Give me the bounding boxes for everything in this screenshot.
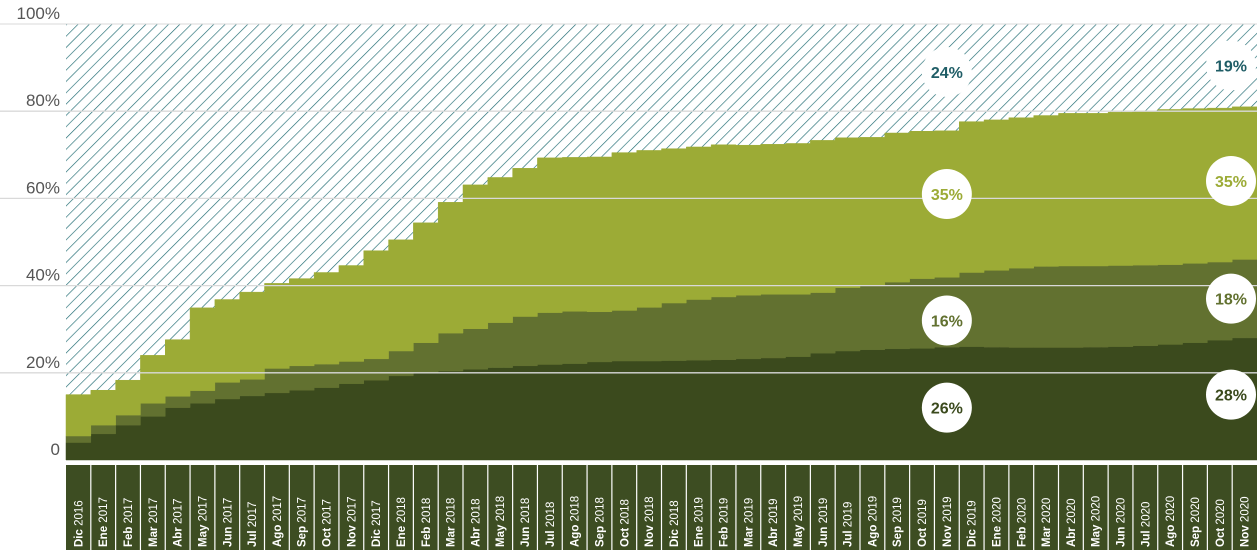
percent-badge: 26% — [921, 382, 972, 433]
x-tick-label: Sep 2020 — [1190, 497, 1202, 547]
percent-badge-circle — [921, 295, 972, 346]
x-tick-label: Oct 2019 — [917, 499, 929, 547]
x-tick-label: Mar 2020 — [1041, 498, 1053, 547]
percent-badge: 18% — [1206, 273, 1256, 324]
y-tick-label: 100% — [17, 4, 60, 23]
percent-badge-circle — [1206, 273, 1256, 324]
x-tick-label: Feb 2019 — [719, 498, 731, 547]
percent-badge-label: 28% — [1215, 388, 1247, 405]
percent-badge: 16% — [921, 295, 972, 346]
percent-badge: 35% — [921, 169, 972, 220]
x-tick-label: Jul 2018 — [545, 502, 557, 547]
x-tick-label: Abr 2019 — [768, 498, 780, 547]
x-tick-label: Sep 2018 — [594, 497, 606, 547]
gridline-layer — [0, 23, 1257, 374]
y-tick-label: 80% — [26, 91, 60, 110]
x-tick-label: Sep 2017 — [297, 497, 309, 547]
x-tick-label: Jun 2017 — [222, 498, 234, 547]
x-tick-label: Nov 2017 — [346, 496, 358, 547]
x-tick-label: Mar 2017 — [148, 498, 160, 547]
percent-badge-circle — [921, 169, 972, 220]
x-tick-label: Oct 2018 — [619, 499, 631, 547]
percent-badge-circle — [1206, 369, 1256, 420]
x-tick-label: Mar 2019 — [743, 498, 755, 547]
percent-badge-label: 16% — [931, 313, 963, 330]
x-tick-label: Ago 2018 — [570, 496, 582, 547]
percent-badge-label: 35% — [931, 187, 963, 204]
x-tick-label: Jun 2018 — [520, 498, 532, 547]
percent-badge: 35% — [1206, 155, 1256, 206]
percent-badge-label: 24% — [931, 65, 963, 82]
percent-badge-circle — [1206, 40, 1256, 91]
x-tick-label: Ene 2019 — [694, 497, 706, 547]
annotation-layer: 24% 35% 16% 26% 19% 35% 18% 28% — [921, 40, 1256, 433]
percent-badge-circle — [921, 46, 972, 97]
x-tick-label: Jun 2020 — [1116, 498, 1128, 547]
x-tick-label: Dic 2017 — [371, 500, 383, 547]
percent-badge-label: 35% — [1215, 174, 1247, 191]
x-tick-label: Feb 2017 — [123, 498, 135, 547]
x-tick-label: Ene 2017 — [98, 497, 110, 547]
percent-badge-label: 26% — [931, 401, 963, 418]
x-tick-label: May 2019 — [793, 496, 805, 547]
y-tick-label: 20% — [26, 353, 60, 372]
x-tick-label: Jul 2020 — [1140, 502, 1152, 547]
percent-badge-label: 18% — [1215, 292, 1247, 309]
percent-badge-circle — [921, 382, 972, 433]
x-tick-label: Jun 2019 — [818, 498, 830, 547]
x-tick-label: Sep 2019 — [892, 497, 904, 547]
percent-badge: 19% — [1206, 40, 1256, 91]
x-tick-label: May 2017 — [197, 496, 209, 547]
x-tick-label: Feb 2020 — [1016, 498, 1028, 547]
y-tick-layer: 0 20% 40% 60% 80% 100% — [17, 4, 60, 459]
y-tick-label: 40% — [26, 266, 60, 285]
x-tick-label: Dic 2016 — [73, 500, 85, 547]
x-tick-label: May 2020 — [1091, 496, 1103, 547]
x-tick-label: Ene 2018 — [396, 497, 408, 547]
percent-badge-label: 19% — [1215, 58, 1247, 75]
x-tick-label: Dic 2018 — [669, 500, 681, 547]
percent-badge: 24% — [921, 46, 972, 97]
y-tick-label: 60% — [26, 178, 60, 197]
x-tick-label: Abr 2017 — [173, 498, 185, 547]
x-tick-label: Jul 2017 — [247, 502, 259, 547]
x-axis-band: Dic 2016 Ene 2017 Feb 2017 Mar 2017 Abr 2017… — [66, 465, 1257, 550]
y-tick-label: 0 — [51, 440, 60, 459]
x-tick-label: May 2018 — [495, 496, 507, 547]
x-tick-label: Nov 2018 — [644, 496, 656, 547]
x-tick-label: Ago 2017 — [272, 496, 284, 547]
x-tick-label: Ago 2019 — [867, 496, 879, 547]
percent-badge-circle — [1206, 155, 1256, 206]
x-tick-label: Ago 2020 — [1165, 496, 1177, 547]
x-tick-label: Dic 2019 — [967, 500, 979, 547]
x-tick-label: Feb 2018 — [421, 498, 433, 547]
x-tick-label: Oct 2017 — [322, 499, 334, 547]
x-tick-label: Ene 2020 — [991, 497, 1003, 547]
x-tick-label: Nov 2019 — [942, 496, 954, 547]
x-tick-label: Jul 2019 — [843, 502, 855, 547]
x-tick-label: Abr 2018 — [470, 498, 482, 547]
x-tick-label: Abr 2020 — [1066, 498, 1078, 547]
x-tick-label: Nov 2020 — [1240, 496, 1252, 547]
x-tick-label: Oct 2020 — [1215, 499, 1227, 547]
x-tick-label: Mar 2018 — [446, 498, 458, 547]
percent-badge: 28% — [1206, 369, 1256, 420]
